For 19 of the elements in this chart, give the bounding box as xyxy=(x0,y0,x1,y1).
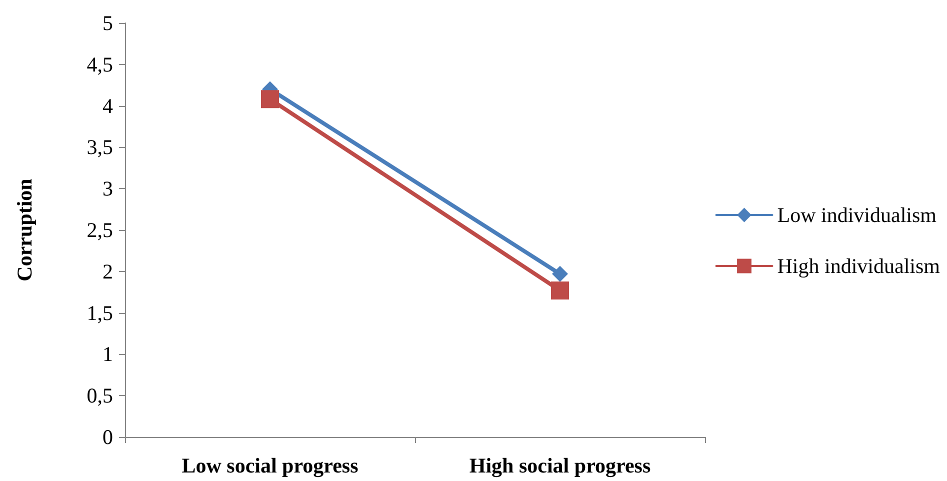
y-tick-label: 4 xyxy=(102,94,114,118)
x-tick-label: High social progress xyxy=(469,454,651,478)
legend-label: Low individualism xyxy=(777,203,936,227)
point xyxy=(552,266,568,282)
x-tick-label: Low social progress xyxy=(182,454,358,478)
y-tick-label: 0 xyxy=(102,425,113,449)
legend-label: High individualism xyxy=(777,254,940,278)
y-tick-label: 2,5 xyxy=(86,218,113,242)
y-tick-label: 3,5 xyxy=(86,135,113,160)
y-tick-label: 4,5 xyxy=(86,52,113,76)
y-tick-label: 2 xyxy=(102,259,113,284)
y-tick-label: 1,5 xyxy=(86,300,113,325)
y-tick-label: 3 xyxy=(102,176,113,201)
y-tick-label: 0,5 xyxy=(86,384,113,408)
y-axis-title: Corruption xyxy=(12,178,36,282)
point xyxy=(261,90,279,108)
point xyxy=(551,281,569,300)
y-tick-label: 1 xyxy=(102,342,113,366)
y-tick-label: 5 xyxy=(102,11,113,35)
